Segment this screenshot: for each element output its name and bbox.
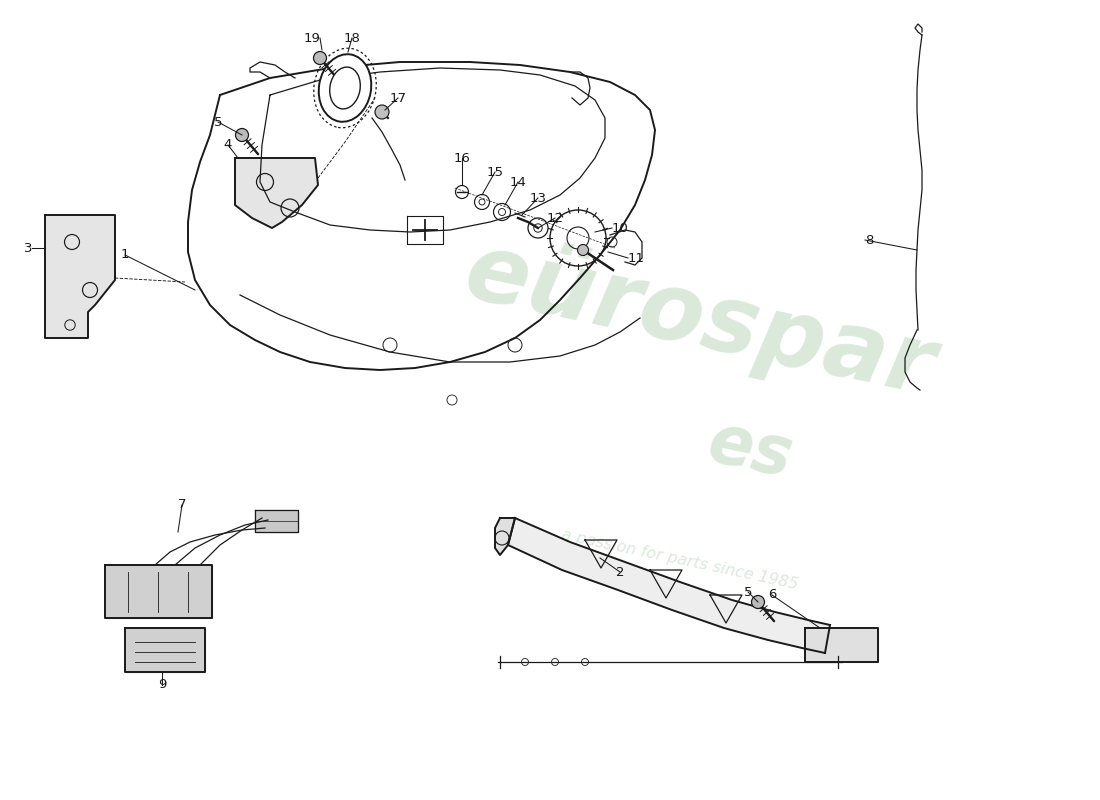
Text: es: es (702, 409, 799, 491)
Polygon shape (805, 628, 878, 662)
Text: 1: 1 (121, 249, 130, 262)
Text: 18: 18 (343, 31, 361, 45)
Circle shape (751, 595, 764, 609)
Polygon shape (508, 518, 830, 653)
Text: 2: 2 (616, 566, 625, 578)
Polygon shape (125, 628, 205, 672)
Ellipse shape (319, 54, 372, 122)
Text: 4: 4 (223, 138, 232, 151)
Circle shape (235, 129, 249, 142)
Text: 7: 7 (178, 498, 186, 511)
Circle shape (578, 245, 588, 255)
Text: 17: 17 (389, 91, 407, 105)
Polygon shape (45, 215, 116, 338)
Polygon shape (255, 510, 298, 532)
Text: 3: 3 (23, 242, 32, 254)
Text: 14: 14 (509, 175, 527, 189)
Text: 12: 12 (547, 211, 563, 225)
Text: 8: 8 (865, 234, 873, 246)
Polygon shape (235, 158, 318, 228)
Text: 15: 15 (486, 166, 504, 178)
Text: 9: 9 (157, 678, 166, 691)
Ellipse shape (330, 67, 361, 109)
Polygon shape (495, 518, 515, 555)
Circle shape (375, 105, 389, 119)
Text: 5: 5 (213, 115, 222, 129)
Text: 19: 19 (304, 31, 320, 45)
Text: eürospar: eürospar (456, 225, 943, 415)
Circle shape (314, 51, 327, 65)
Text: 16: 16 (453, 151, 471, 165)
Text: 5: 5 (744, 586, 752, 598)
Text: 13: 13 (529, 191, 547, 205)
Text: a passion for parts since 1985: a passion for parts since 1985 (560, 527, 800, 593)
Text: 11: 11 (628, 251, 645, 265)
Text: 6: 6 (768, 589, 777, 602)
Text: 10: 10 (612, 222, 629, 234)
Polygon shape (104, 565, 212, 618)
